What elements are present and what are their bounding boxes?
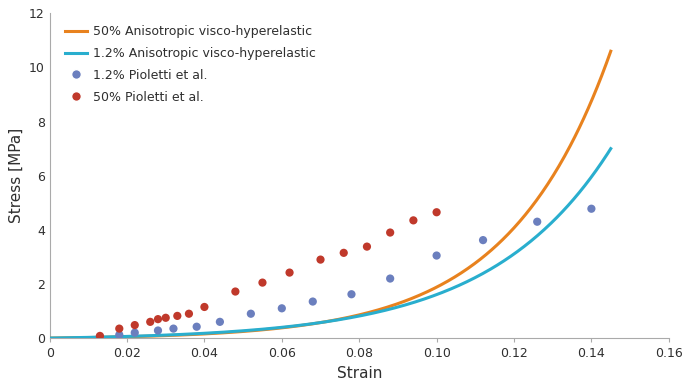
Point <box>129 329 140 336</box>
Point <box>95 334 106 340</box>
Point <box>214 319 225 325</box>
Point <box>431 252 442 259</box>
Point <box>160 315 171 321</box>
Point <box>245 310 256 317</box>
Point <box>95 333 106 339</box>
Point <box>276 305 287 312</box>
Point <box>114 326 125 332</box>
Point <box>153 328 164 334</box>
Point <box>199 304 210 310</box>
Point <box>191 324 202 330</box>
Point <box>153 316 164 322</box>
Point <box>114 332 125 338</box>
Point <box>361 244 372 250</box>
Point <box>315 256 326 263</box>
Point <box>284 270 295 276</box>
X-axis label: Strain: Strain <box>337 366 382 381</box>
Point <box>385 275 396 282</box>
Point <box>338 250 349 256</box>
Y-axis label: Stress [MPa]: Stress [MPa] <box>8 128 23 223</box>
Point <box>346 291 357 297</box>
Point <box>183 310 194 317</box>
Point <box>144 319 155 325</box>
Point <box>172 313 183 319</box>
Point <box>230 288 241 294</box>
Point <box>168 326 179 332</box>
Point <box>477 237 489 243</box>
Point <box>431 209 442 216</box>
Point <box>385 230 396 236</box>
Point <box>257 279 268 286</box>
Point <box>307 298 319 305</box>
Point <box>531 219 542 225</box>
Legend: 50% Anisotropic visco-hyperelastic, 1.2% Anisotropic visco-hyperelastic, 1.2% Pi: 50% Anisotropic visco-hyperelastic, 1.2%… <box>62 23 319 106</box>
Point <box>408 217 419 223</box>
Point <box>129 322 140 328</box>
Point <box>586 206 597 212</box>
